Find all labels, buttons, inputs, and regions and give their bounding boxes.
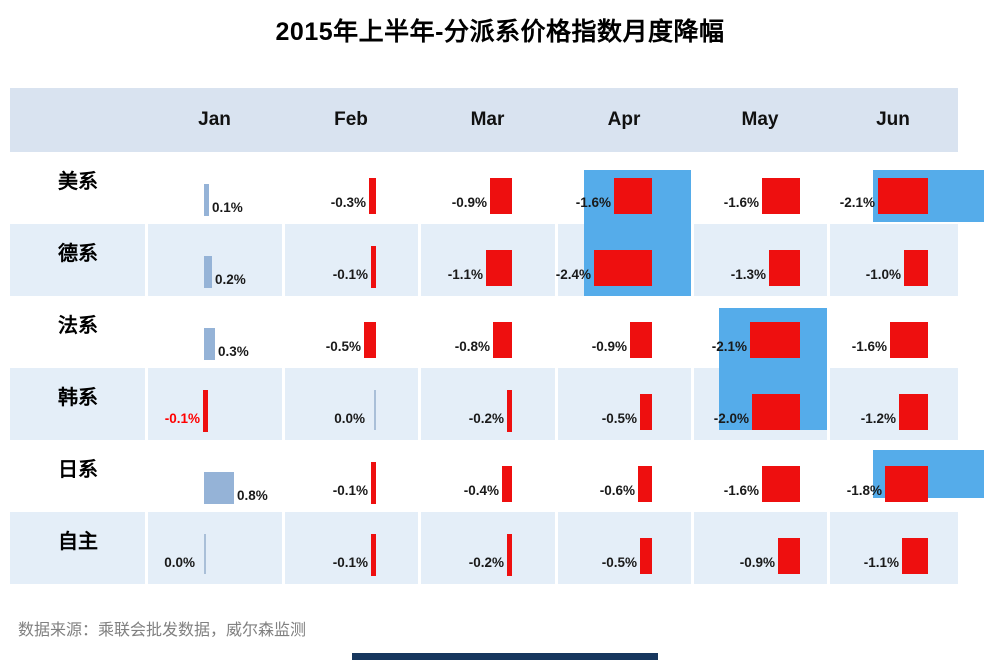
row-label-6: 自主 [58,531,98,553]
column-separator [555,152,558,584]
month-header-apr: Apr [607,109,641,130]
negative-bar [762,178,800,214]
value-label: -0.6% [599,483,635,498]
value-label: 0.0% [164,555,195,570]
month-header-jun: Jun [876,109,910,130]
negative-bar [762,466,800,502]
value-label: -1.6% [723,483,759,498]
negative-bar [630,322,652,358]
negative-bar [371,246,376,288]
negative-bar [904,250,928,286]
chart-title: 2015年上半年-分派系价格指数月度降幅 [275,18,725,46]
column-separator [691,152,694,584]
value-label: -1.6% [575,195,611,210]
row-label-3: 法系 [58,315,98,337]
negative-bar [878,178,928,214]
value-label: -2.0% [713,411,749,426]
negative-bar [371,534,376,576]
value-label: -1.1% [863,555,899,570]
negative-bar [890,322,928,358]
negative-bar [203,390,208,432]
month-header-feb: Feb [334,109,368,130]
value-label: -1.1% [447,267,483,282]
value-label: -0.2% [468,555,504,570]
value-label: -0.1% [332,483,368,498]
negative-bar [486,250,512,286]
value-label: -1.8% [846,483,882,498]
month-header-jan: Jan [198,109,231,130]
value-label: -0.5% [601,411,637,426]
value-label: -1.6% [851,339,887,354]
value-label: 0.0% [334,411,365,426]
negative-bar [371,462,376,504]
negative-bar [750,322,800,358]
value-label: 0.8% [237,488,268,503]
negative-bar [640,538,652,574]
zero-line [374,390,376,430]
value-label: -1.6% [723,195,759,210]
value-label: 0.1% [212,200,243,215]
row-background [10,224,958,296]
negative-bar [640,394,652,430]
row-label-1: 美系 [58,171,98,193]
value-label: -0.8% [454,339,490,354]
source-note: 数据来源：乘联会批发数据，威尔森监测 [18,622,307,639]
row-background [10,512,958,584]
value-label: -0.1% [164,411,200,426]
value-label: 0.3% [218,344,249,359]
negative-bar [502,466,512,502]
negative-bar [752,394,800,430]
value-label: 0.2% [215,272,246,287]
positive-bar [204,472,234,504]
column-separator [282,152,285,584]
value-label: -2.1% [711,339,747,354]
value-label: -0.3% [330,195,366,210]
negative-bar [899,394,928,430]
row-label-5: 日系 [58,459,98,481]
value-label: -0.2% [468,411,504,426]
negative-bar [369,178,376,214]
negative-bar [885,466,928,502]
column-separator [145,152,148,584]
value-label: -0.9% [451,195,487,210]
negative-bar [778,538,800,574]
negative-bar [769,250,800,286]
value-label: -2.4% [555,267,591,282]
value-label: -1.3% [730,267,766,282]
value-label: -0.4% [463,483,499,498]
value-label: -0.9% [591,339,627,354]
bottom-accent-bar [352,653,658,660]
negative-bar [638,466,652,502]
positive-bar [204,184,209,216]
value-label: -0.9% [739,555,775,570]
negative-bar [614,178,652,214]
negative-bar [507,534,512,576]
row-label-4: 韩系 [58,387,98,409]
zero-line [204,534,206,574]
month-header-may: May [741,109,779,130]
row-label-2: 德系 [58,243,98,265]
month-header-mar: Mar [470,109,505,130]
value-label: -1.2% [860,411,896,426]
table-header-row [10,88,958,152]
value-label: -0.1% [332,267,368,282]
value-label: -1.0% [865,267,901,282]
column-separator [418,152,421,584]
value-label: -0.5% [601,555,637,570]
negative-bar [507,390,512,432]
negative-bar [594,250,652,286]
value-label: -2.1% [839,195,875,210]
negative-bar [490,178,512,214]
negative-bar [364,322,376,358]
negative-bar [493,322,512,358]
value-label: -0.1% [332,555,368,570]
negative-bar [902,538,928,574]
positive-bar [204,328,215,360]
positive-bar [204,256,212,288]
value-label: -0.5% [325,339,361,354]
column-separator [827,152,830,584]
